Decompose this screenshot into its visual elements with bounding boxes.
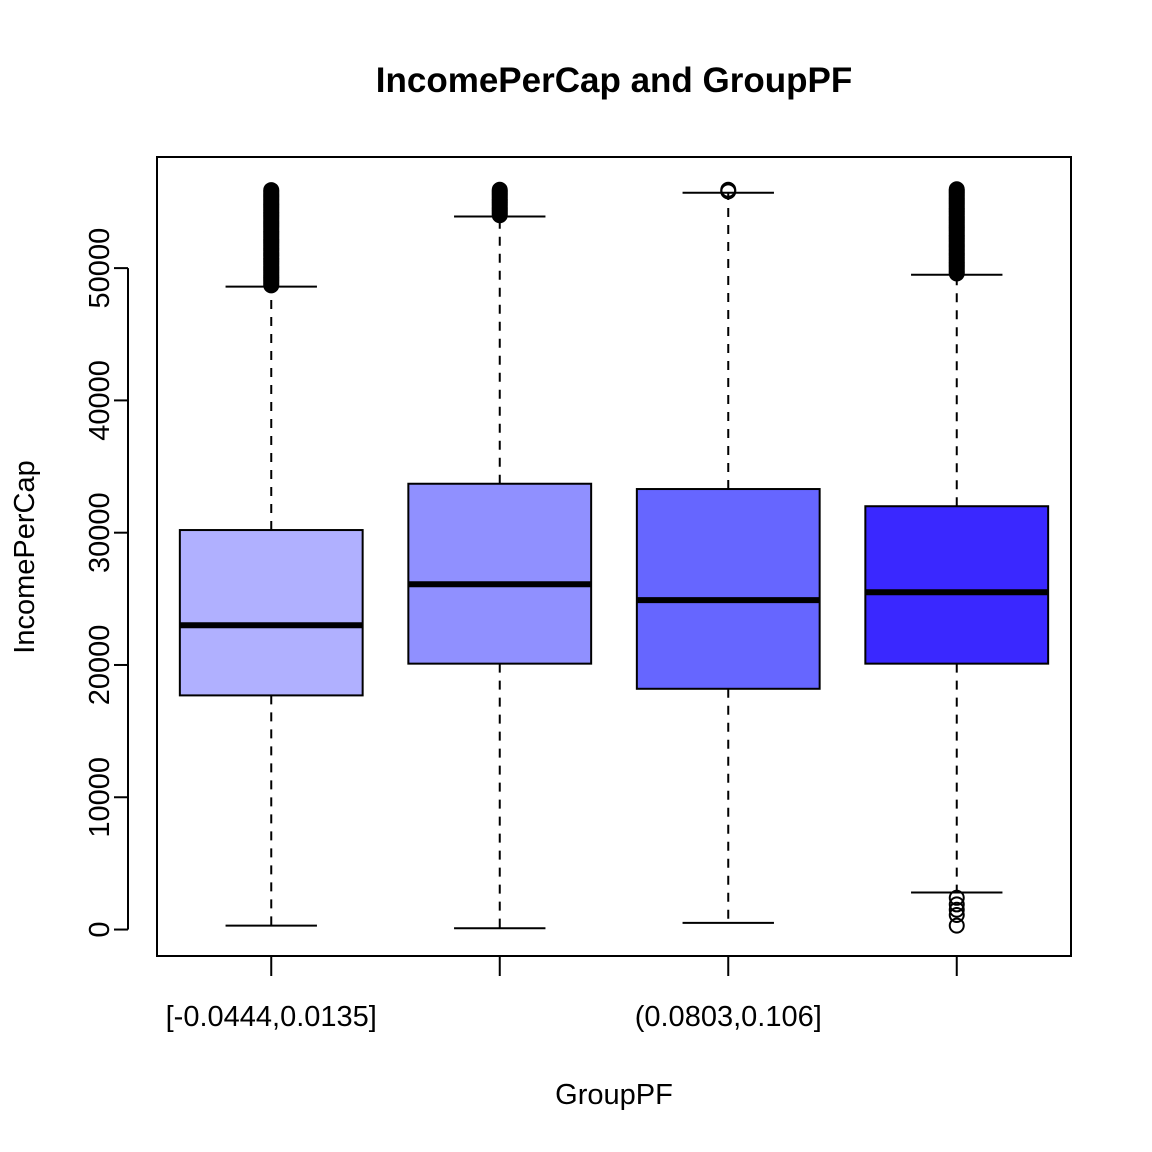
box-iqr bbox=[178, 529, 364, 697]
y-tick-label: 20000 bbox=[84, 625, 116, 706]
plot-frame bbox=[156, 156, 1072, 957]
box-iqr bbox=[635, 488, 821, 690]
outlier-point bbox=[720, 181, 737, 198]
x-tick-label: [-0.0444,0.0135] bbox=[166, 1001, 377, 1033]
y-tick-label: 10000 bbox=[84, 757, 116, 838]
x-axis-label: GroupPF bbox=[555, 1079, 673, 1111]
box-iqr bbox=[407, 482, 593, 665]
y-tick-label: 40000 bbox=[84, 360, 116, 441]
outlier-point bbox=[948, 181, 965, 198]
y-axis-label: IncomePerCap bbox=[9, 460, 41, 653]
y-tick-label: 50000 bbox=[84, 228, 116, 309]
outlier-point bbox=[948, 917, 965, 934]
y-tick-label: 30000 bbox=[84, 492, 116, 573]
x-tick-label: (0.0803,0.106] bbox=[635, 1001, 822, 1033]
outlier-point bbox=[491, 181, 508, 198]
box-iqr bbox=[864, 505, 1050, 665]
outlier-point bbox=[263, 182, 280, 199]
chart-title: IncomePerCap and GroupPF bbox=[376, 61, 852, 100]
y-tick-label: 0 bbox=[84, 921, 116, 937]
outlier-point bbox=[948, 901, 965, 918]
outlier-point bbox=[948, 896, 965, 913]
plot-area: 0 10000 20000 30000 40000 50000 [-0.0444,0.013… bbox=[84, 181, 1050, 1033]
outlier-point bbox=[948, 906, 965, 923]
outlier-point bbox=[948, 889, 965, 906]
